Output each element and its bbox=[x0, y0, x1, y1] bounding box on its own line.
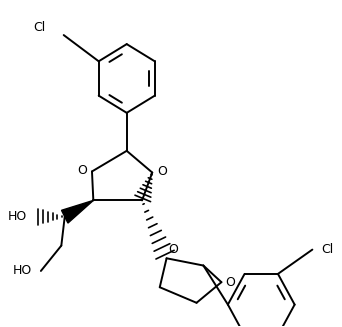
Text: HO: HO bbox=[13, 265, 32, 277]
Text: O: O bbox=[226, 276, 236, 289]
Text: HO: HO bbox=[8, 210, 27, 223]
Polygon shape bbox=[62, 200, 93, 223]
Text: O: O bbox=[169, 243, 178, 256]
Text: Cl: Cl bbox=[34, 21, 46, 34]
Text: O: O bbox=[158, 165, 168, 178]
Text: Cl: Cl bbox=[321, 243, 334, 256]
Text: O: O bbox=[78, 164, 87, 177]
